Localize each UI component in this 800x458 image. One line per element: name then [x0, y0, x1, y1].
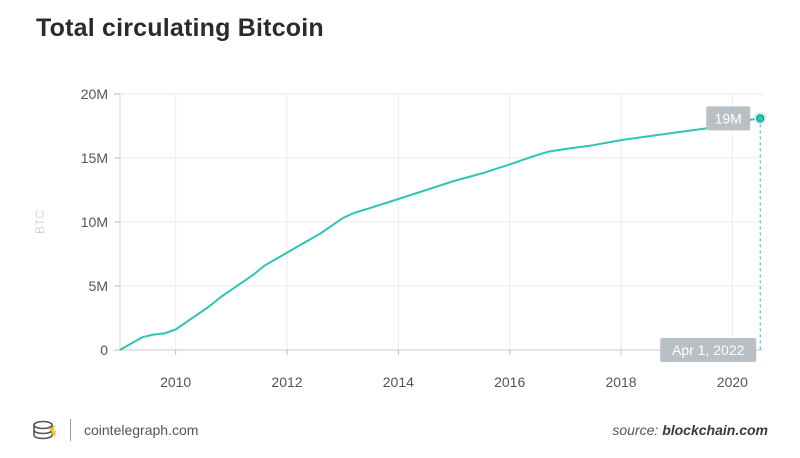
grid [120, 93, 763, 350]
x-tick-label: 2018 [605, 374, 636, 390]
series-line-circulating-btc [119, 117, 761, 351]
footer-site-name[interactable]: cointelegraph.com [84, 422, 199, 438]
y-tick-label: 20M [81, 86, 108, 102]
latest-point-marker [756, 114, 765, 123]
footer-source: source: blockchain.com [612, 422, 768, 438]
date-callout-label: Apr 1, 2022 [672, 342, 745, 358]
y-tick-label: 0 [100, 342, 108, 358]
footer-divider [70, 419, 71, 441]
x-tick-label: 2014 [383, 374, 414, 390]
x-tick-label: 2012 [271, 374, 302, 390]
date-callout-background [660, 338, 757, 362]
date-callout: Apr 1, 2022 [660, 338, 757, 362]
value-callout-label: 19M [715, 110, 742, 126]
y-tick-label: 5M [89, 278, 108, 294]
chart-title: Total circulating Bitcoin [36, 14, 324, 42]
y-tick-label: 10M [81, 214, 108, 230]
y-axis-label: BTC [33, 210, 47, 234]
y-tick-labels: 0 5M 10M 15M 20M [81, 86, 120, 358]
source-prefix: source: [612, 422, 659, 438]
y-tick-label: 15M [81, 150, 108, 166]
value-callout-background [706, 106, 751, 131]
x-tick-label: 2010 [160, 374, 191, 390]
coin-stack-icon [32, 419, 58, 448]
x-tick-labels: 2010 2012 2014 2016 2018 2020 [160, 350, 748, 390]
source-name: blockchain.com [662, 422, 768, 438]
value-callout: 19M [706, 106, 751, 131]
x-tick-label: 2020 [717, 374, 748, 390]
x-tick-label: 2016 [494, 374, 525, 390]
